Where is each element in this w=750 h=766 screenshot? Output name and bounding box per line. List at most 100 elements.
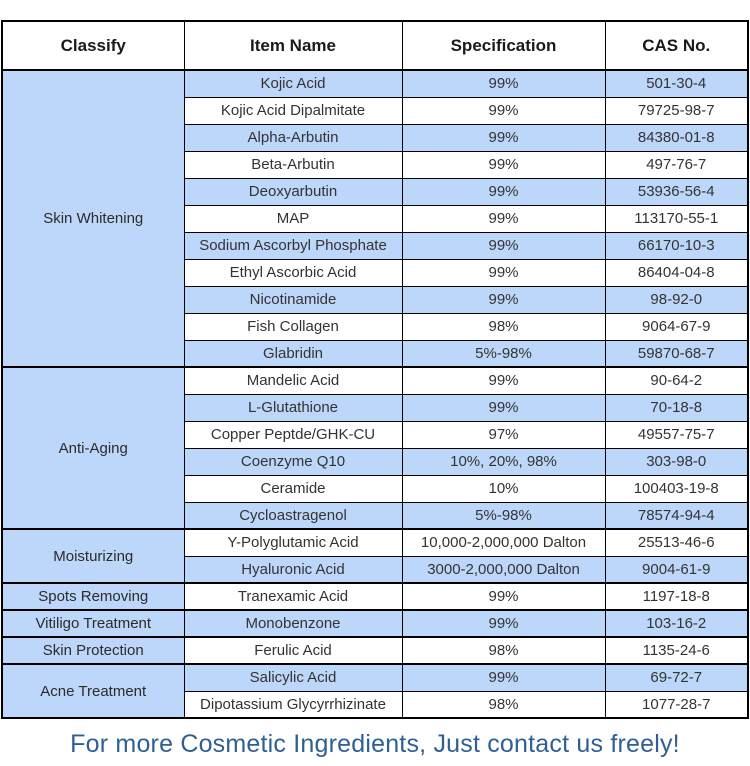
cas-no-cell: 78574-94-4 xyxy=(604,501,749,530)
table-row: Nicotinamide 99% 98-92-0 xyxy=(2,285,749,314)
cas-no-cell: 84380-01-8 xyxy=(604,123,749,152)
cas-no-cell: 25513-46-6 xyxy=(604,528,749,557)
specification-cell: 10%, 20%, 98% xyxy=(401,447,606,476)
item-name-cell: Kojic Acid xyxy=(183,69,403,98)
table-row: Moisturizing Y-Polyglutamic Acid 10,000-2,… xyxy=(1,528,749,584)
item-name-cell: Sodium Ascorbyl Phosphate xyxy=(183,231,403,260)
ingredients-table: Classify Item Name Specification CAS No.… xyxy=(1,20,749,719)
classify-cell: Moisturizing xyxy=(1,528,185,584)
item-name-cell: MAP xyxy=(183,204,403,233)
cas-no-cell: 9064-67-9 xyxy=(604,312,749,341)
col-header-item-name: Item Name xyxy=(183,20,403,71)
item-name-cell: Ethyl Ascorbic Acid xyxy=(183,258,403,287)
item-name-cell: Y-Polyglutamic Acid xyxy=(183,528,403,557)
item-name-cell: Salicylic Acid xyxy=(183,663,403,692)
specification-cell: 98% xyxy=(401,312,606,341)
specification-cell: 99% xyxy=(401,393,606,422)
classify-cell: Vitiligo Treatment xyxy=(1,609,185,638)
cas-no-cell: 79725-98-7 xyxy=(604,96,749,125)
col-header-specification: Specification xyxy=(401,20,606,71)
cas-no-cell: 9004-61-9 xyxy=(604,555,749,584)
item-name-cell: Dipotassium Glycyrrhizinate xyxy=(183,690,403,719)
classify-cell: Spots Removing xyxy=(1,582,185,611)
cas-no-cell: 100403-19-8 xyxy=(604,474,749,503)
specification-cell: 99% xyxy=(401,609,606,638)
table-row: Dipotassium Glycyrrhizinate 98% 1077-28-7 xyxy=(2,690,749,719)
specification-cell: 99% xyxy=(401,366,606,395)
table-row: Skin Protection Ferulic Acid 98% 1135-24-6 xyxy=(1,636,749,665)
cas-no-cell: 86404-04-8 xyxy=(604,258,749,287)
cas-no-cell: 1135-24-6 xyxy=(604,636,749,665)
table-row: Spots Removing Tranexamic Acid 99% 1197-18-… xyxy=(1,582,749,611)
item-name-cell: Kojic Acid Dipalmitate xyxy=(183,96,403,125)
cas-no-cell: 501-30-4 xyxy=(604,69,749,98)
classify-cell: Anti-Aging xyxy=(1,366,185,530)
classify-cell: Skin Whitening xyxy=(1,69,185,368)
item-name-cell: Beta-Arbutin xyxy=(183,150,403,179)
item-name-cell: Glabridin xyxy=(183,339,403,368)
specification-cell: 5%-98% xyxy=(401,339,606,368)
table-body: Skin Whitening Kojic Acid 99% 501-30-4 Kojic… xyxy=(1,69,749,719)
table-row: Ceramide 10% 100403-19-8 xyxy=(2,474,749,503)
col-header-cas-no: CAS No. xyxy=(604,20,749,71)
cas-no-cell: 66170-10-3 xyxy=(604,231,749,260)
cas-no-cell: 59870-68-7 xyxy=(604,339,749,368)
table-row: Skin Whitening Kojic Acid 99% 501-30-4 xyxy=(1,69,749,368)
cas-no-cell: 49557-75-7 xyxy=(604,420,749,449)
table-row: Anti-Aging Mandelic Acid 99% 90-64-2 xyxy=(1,366,749,530)
table-row: Copper Peptde/GHK-CU 97% 49557-75-7 xyxy=(2,420,749,449)
footer-tagline: For more Cosmetic Ingredients, Just cont… xyxy=(70,730,680,758)
table-row: Hyaluronic Acid 3000-2,000,000 Dalton 9004… xyxy=(2,555,749,584)
table-row: Kojic Acid Dipalmitate 99% 79725-98-7 xyxy=(2,96,749,125)
cas-no-cell: 98-92-0 xyxy=(604,285,749,314)
item-name-cell: Mandelic Acid xyxy=(183,366,403,395)
cas-no-cell: 497-76-7 xyxy=(604,150,749,179)
specification-cell: 99% xyxy=(401,123,606,152)
item-name-cell: Nicotinamide xyxy=(183,285,403,314)
specification-cell: 99% xyxy=(401,150,606,179)
cas-no-cell: 303-98-0 xyxy=(604,447,749,476)
cas-no-cell: 53936-56-4 xyxy=(604,177,749,206)
specification-cell: 99% xyxy=(401,96,606,125)
table-row: Vitiligo Treatment Monobenzone 99% 103-16-2 xyxy=(1,609,749,638)
item-name-cell: Ceramide xyxy=(183,474,403,503)
specification-cell: 98% xyxy=(401,690,606,719)
item-name-cell: Deoxyarbutin xyxy=(183,177,403,206)
item-name-cell: Tranexamic Acid xyxy=(183,582,403,611)
item-name-cell: Coenzyme Q10 xyxy=(183,447,403,476)
cas-no-cell: 90-64-2 xyxy=(604,366,749,395)
table-row: Coenzyme Q10 10%, 20%, 98% 303-98-0 xyxy=(2,447,749,476)
cas-no-cell: 1197-18-8 xyxy=(604,582,749,611)
cas-no-cell: 70-18-8 xyxy=(604,393,749,422)
item-name-cell: L-Glutathione xyxy=(183,393,403,422)
cas-no-cell: 69-72-7 xyxy=(604,663,749,692)
table-row: Fish Collagen 98% 9064-67-9 xyxy=(2,312,749,341)
table-row: Beta-Arbutin 99% 497-76-7 xyxy=(2,150,749,179)
header-row: Classify Item Name Specification CAS No. xyxy=(1,20,749,71)
specification-cell: 3000-2,000,000 Dalton xyxy=(401,555,606,584)
classify-cell: Skin Protection xyxy=(1,636,185,665)
specification-cell: 99% xyxy=(401,582,606,611)
table-row: MAP 99% 113170-55-1 xyxy=(2,204,749,233)
specification-cell: 98% xyxy=(401,636,606,665)
cas-no-cell: 113170-55-1 xyxy=(604,204,749,233)
specification-cell: 10,000-2,000,000 Dalton xyxy=(401,528,606,557)
table-row: Acne Treatment Salicylic Acid 99% 69-72-7 xyxy=(1,663,749,719)
item-name-cell: Ferulic Acid xyxy=(183,636,403,665)
specification-cell: 99% xyxy=(401,258,606,287)
table-row: L-Glutathione 99% 70-18-8 xyxy=(2,393,749,422)
specification-cell: 99% xyxy=(401,177,606,206)
table-row: Deoxyarbutin 99% 53936-56-4 xyxy=(2,177,749,206)
specification-cell: 99% xyxy=(401,69,606,98)
specification-cell: 10% xyxy=(401,474,606,503)
specification-cell: 99% xyxy=(401,663,606,692)
cas-no-cell: 103-16-2 xyxy=(604,609,749,638)
specification-cell: 99% xyxy=(401,231,606,260)
table-row: Ethyl Ascorbic Acid 99% 86404-04-8 xyxy=(2,258,749,287)
item-name-cell: Cycloastragenol xyxy=(183,501,403,530)
classify-cell: Acne Treatment xyxy=(1,663,185,719)
cas-no-cell: 1077-28-7 xyxy=(604,690,749,719)
col-header-classify: Classify xyxy=(1,20,185,71)
specification-cell: 99% xyxy=(401,204,606,233)
